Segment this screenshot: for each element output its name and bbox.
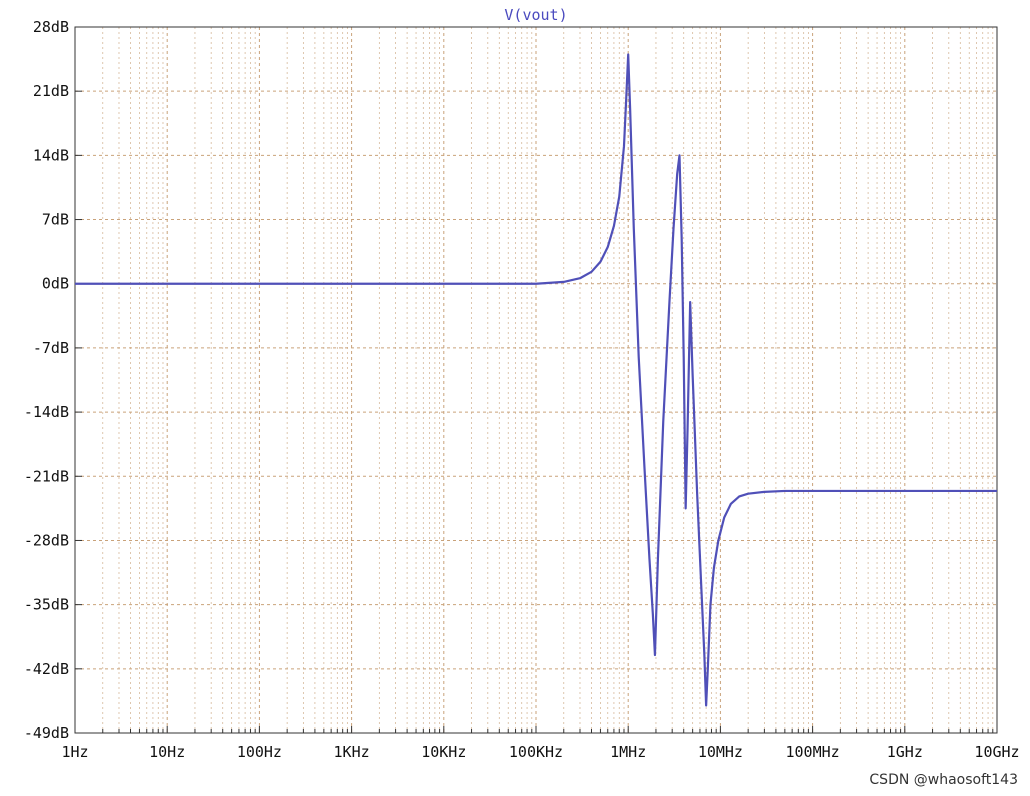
y-tick-label: 21dB [33, 82, 69, 100]
y-tick-label: -21dB [24, 467, 69, 485]
y-tick-label: 0dB [42, 275, 69, 293]
series-line-vout [75, 53, 997, 707]
y-tick-label: -35dB [24, 596, 69, 614]
y-tick-label: 28dB [33, 18, 69, 36]
y-tick-label: -14dB [24, 403, 69, 421]
x-tick-label: 10MHz [698, 743, 743, 761]
y-tick-label: -49dB [24, 724, 69, 742]
y-tick-label: -7dB [33, 339, 69, 357]
x-tick-label: 1KHz [334, 743, 370, 761]
y-tick-label: 7dB [42, 211, 69, 229]
watermark-text: CSDN @whaosoft143 [869, 772, 1018, 788]
chart-title: V(vout) [504, 6, 567, 24]
axis-ticks [74, 26, 998, 734]
y-tick-label: -28dB [24, 531, 69, 549]
y-tick-label: -42dB [24, 660, 69, 678]
x-tick-label: 10GHz [974, 743, 1019, 761]
x-tick-label: 1Hz [61, 743, 88, 761]
x-tick-label: 10Hz [149, 743, 185, 761]
y-tick-label: 14dB [33, 146, 69, 164]
major-grid [74, 26, 998, 734]
x-tick-label: 1GHz [887, 743, 923, 761]
x-tick-label: 100Hz [237, 743, 282, 761]
x-tick-label: 100KHz [509, 743, 563, 761]
y-axis-labels: 28dB 21dB 14dB 7dB 0dB -7dB -14dB -21dB -28dB -35… [24, 18, 69, 742]
x-tick-label: 1MHz [610, 743, 646, 761]
x-axis-labels: 1Hz 10Hz 100Hz 1KHz 10KHz 100KHz 1MHz 10MHz 100M… [61, 743, 1019, 761]
x-tick-label: 100MHz [786, 743, 840, 761]
x-tick-label: 10KHz [421, 743, 466, 761]
